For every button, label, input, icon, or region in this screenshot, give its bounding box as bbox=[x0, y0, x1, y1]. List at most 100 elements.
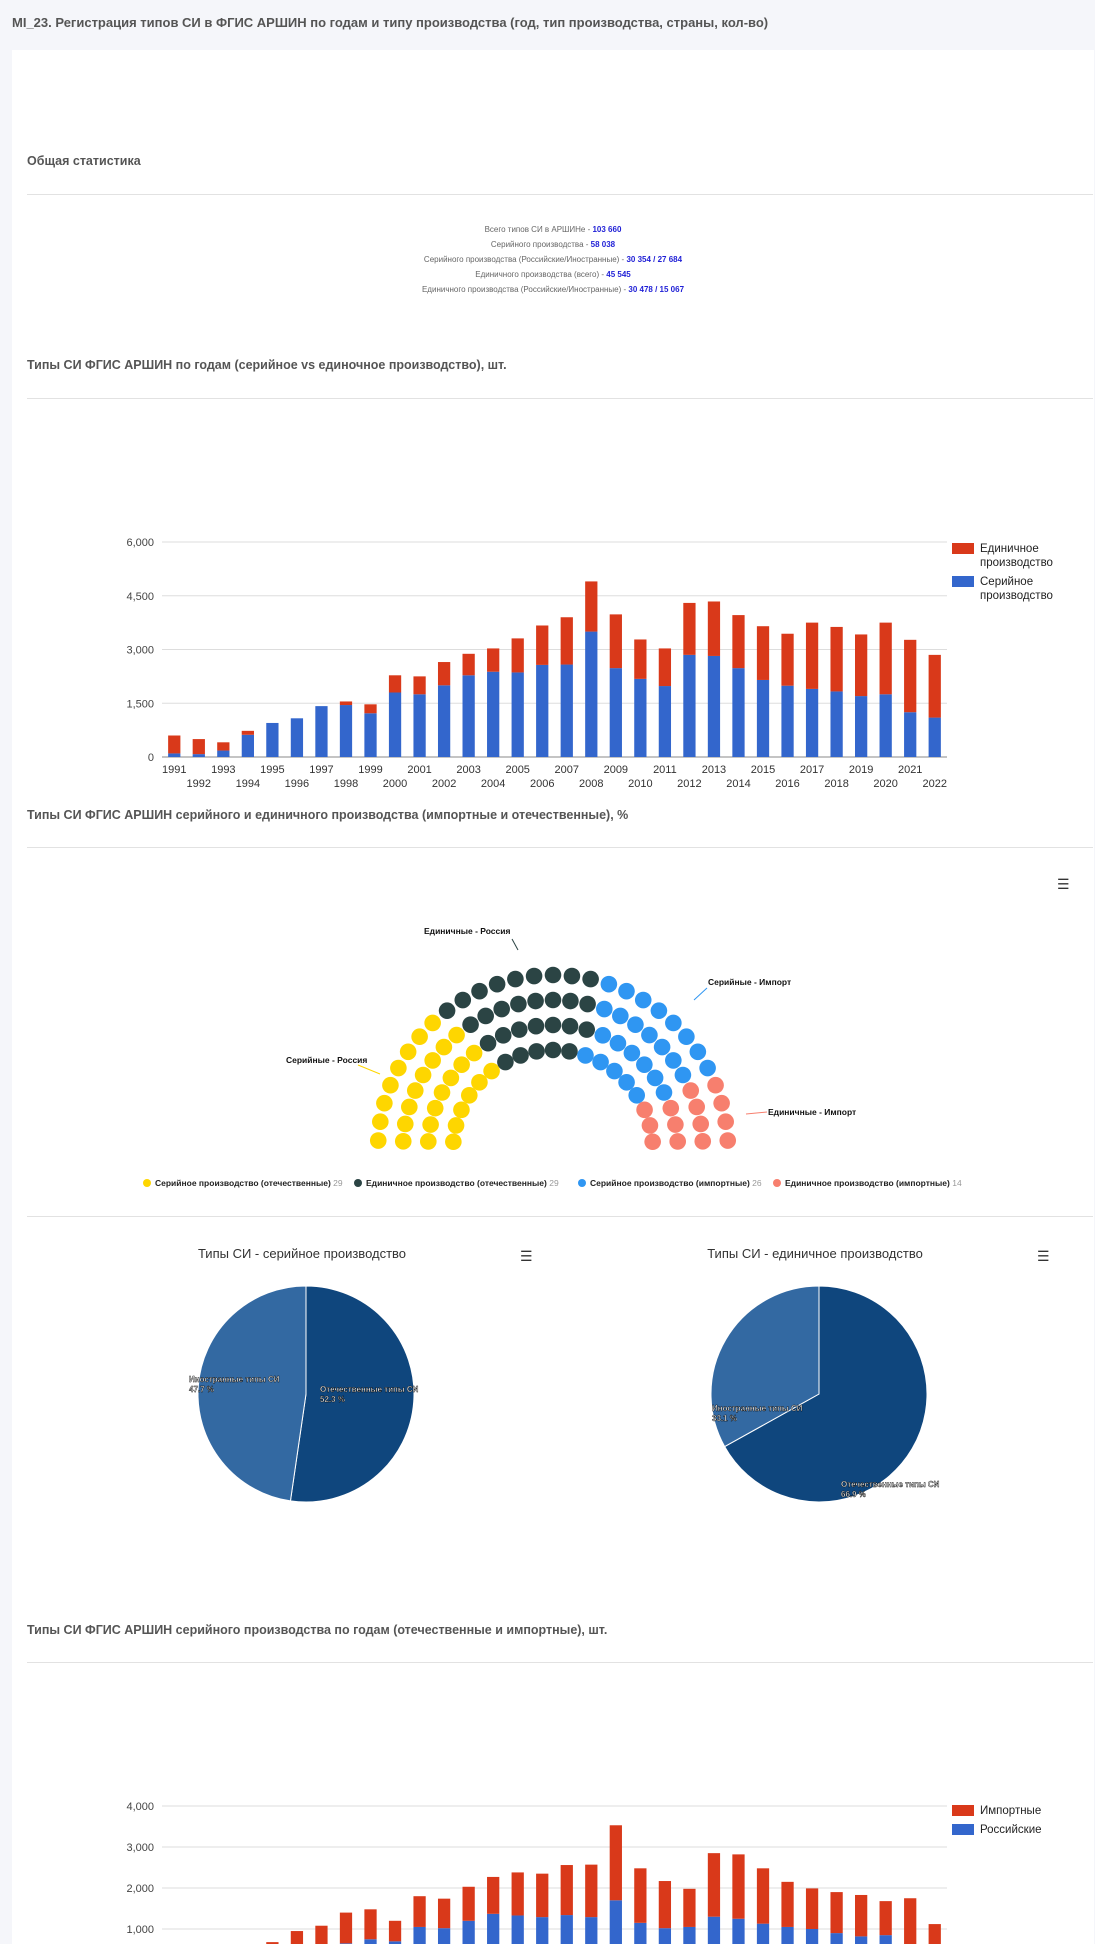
callout-label: Серийные - Импорт bbox=[708, 977, 791, 987]
seat-dot bbox=[650, 1002, 668, 1019]
bar-2014 bbox=[732, 615, 745, 669]
seat-dot bbox=[510, 995, 527, 1013]
seat-dot bbox=[453, 1056, 470, 1073]
y-tick-label: 6,000 bbox=[126, 537, 154, 549]
seat-dot bbox=[641, 1026, 658, 1044]
x-tick-label: 2005 bbox=[505, 764, 529, 776]
bar-2001 bbox=[413, 694, 426, 757]
x-tick-label: 2002 bbox=[432, 778, 456, 790]
bar-2018 bbox=[830, 1933, 843, 1944]
seat-dot bbox=[369, 1132, 387, 1149]
bar-2003 bbox=[462, 653, 475, 676]
bar-1992 bbox=[192, 739, 205, 755]
seat-dot bbox=[435, 1038, 453, 1056]
seat-dot bbox=[596, 1000, 613, 1018]
divider bbox=[27, 398, 1093, 399]
pie-slice bbox=[724, 1285, 928, 1503]
seat-dot bbox=[527, 1017, 545, 1035]
seat-dot bbox=[390, 1059, 407, 1077]
bar-2017 bbox=[805, 1888, 819, 1929]
bar-2020 bbox=[879, 622, 892, 695]
x-tick-label: 2012 bbox=[677, 778, 701, 790]
seat-dot bbox=[433, 1084, 451, 1101]
seat-dot bbox=[667, 1116, 684, 1133]
bar-2019 bbox=[855, 696, 868, 757]
parliament-chart: Серийные - Россия Единичные - Россия Серий… bbox=[143, 926, 962, 1188]
legend-dot bbox=[578, 1179, 586, 1187]
seat-dot bbox=[483, 1062, 500, 1080]
bar-2005 bbox=[511, 672, 524, 757]
bar-2017 bbox=[805, 688, 819, 757]
seat-dot bbox=[694, 1132, 712, 1150]
seat-dot bbox=[510, 1021, 528, 1038]
seat-dot bbox=[424, 1014, 441, 1032]
seat-dot bbox=[527, 992, 544, 1010]
bar-2017 bbox=[805, 622, 819, 689]
seat-dot bbox=[544, 1016, 562, 1034]
bar-2007 bbox=[560, 664, 573, 757]
seat-dot bbox=[507, 970, 524, 988]
bar-2009 bbox=[609, 1825, 622, 1901]
slice-label: Отечественные типы СИ 52.3 % bbox=[320, 1385, 419, 1404]
legend-label: Единичное производство bbox=[980, 543, 1053, 569]
seat-dot bbox=[665, 1052, 682, 1069]
bar-2008 bbox=[585, 631, 598, 757]
x-tick-label: 2022 bbox=[922, 778, 946, 790]
stat-line: Всего типов СИ в АРШИНе - 103 660 bbox=[484, 225, 622, 234]
bar-2017 bbox=[805, 1929, 819, 1944]
seat-dot bbox=[592, 1053, 609, 1071]
y-tick-label: 2,000 bbox=[126, 1883, 154, 1895]
bar-1997 bbox=[315, 706, 328, 757]
pie-title: Типы СИ - серийное производство bbox=[198, 1246, 406, 1261]
bar-1998 bbox=[339, 1912, 353, 1944]
seat-dot bbox=[600, 975, 618, 993]
bar-1999 bbox=[364, 1939, 377, 1944]
seat-dot bbox=[426, 1099, 444, 1117]
bar-2020 bbox=[879, 1901, 892, 1936]
seat-dot bbox=[382, 1076, 399, 1094]
x-tick-label: 2009 bbox=[604, 764, 628, 776]
seat-dot bbox=[662, 1099, 680, 1117]
bar-2019 bbox=[855, 1936, 868, 1944]
seat-dot bbox=[454, 991, 472, 1009]
bar-2004 bbox=[487, 648, 500, 672]
bar-2002 bbox=[437, 662, 451, 686]
seat-dot bbox=[692, 1115, 710, 1133]
bar-2004 bbox=[487, 1913, 500, 1944]
x-tick-label: 2013 bbox=[702, 764, 726, 776]
seat-dot bbox=[653, 1038, 671, 1056]
slice-label: Иностранные типы СИ 47.7 % bbox=[189, 1375, 280, 1394]
bar-2006 bbox=[536, 625, 549, 665]
bar-2004 bbox=[487, 1876, 500, 1914]
bar-1998 bbox=[339, 705, 353, 757]
chart4-menu-icon[interactable]: ☰ bbox=[1037, 1248, 1050, 1264]
y-tick-label: 3,000 bbox=[126, 1842, 154, 1854]
seat-dot bbox=[646, 1069, 664, 1087]
stat-line: Единичного производства (Российские/Инос… bbox=[421, 285, 685, 294]
seat-dot bbox=[636, 1101, 653, 1119]
bar-2014 bbox=[732, 668, 745, 757]
x-tick-label: 1996 bbox=[285, 778, 309, 790]
x-tick-label: 1995 bbox=[260, 764, 284, 776]
divider bbox=[27, 1216, 1093, 1217]
seat-dot bbox=[544, 966, 562, 984]
bar-2000 bbox=[388, 1920, 402, 1942]
x-tick-label: 2020 bbox=[873, 778, 897, 790]
bar-2001 bbox=[413, 676, 426, 695]
seat-dot bbox=[628, 1087, 646, 1104]
chart3-menu-icon[interactable]: ☰ bbox=[520, 1248, 533, 1264]
legend-label: Единичное производство (отечественные) 2… bbox=[366, 1178, 559, 1188]
legend-dot bbox=[773, 1179, 781, 1187]
pie-title: Типы СИ - единичное производство bbox=[707, 1246, 923, 1261]
seat-dot bbox=[689, 1043, 707, 1061]
callout-line bbox=[693, 987, 708, 1001]
y-tick-label: 1,000 bbox=[126, 1924, 154, 1936]
stat-line: Серийного производства (Российские/Иност… bbox=[423, 255, 683, 264]
bar-2010 bbox=[634, 1868, 647, 1923]
bar-2005 bbox=[511, 1872, 524, 1916]
seat-dot bbox=[442, 1069, 460, 1087]
legend-label: Единичное производство (импортные) 14 bbox=[785, 1178, 962, 1188]
chart2-menu-icon[interactable]: ☰ bbox=[1057, 876, 1070, 892]
seat-dot bbox=[448, 1026, 465, 1044]
bar-2020 bbox=[879, 694, 892, 757]
